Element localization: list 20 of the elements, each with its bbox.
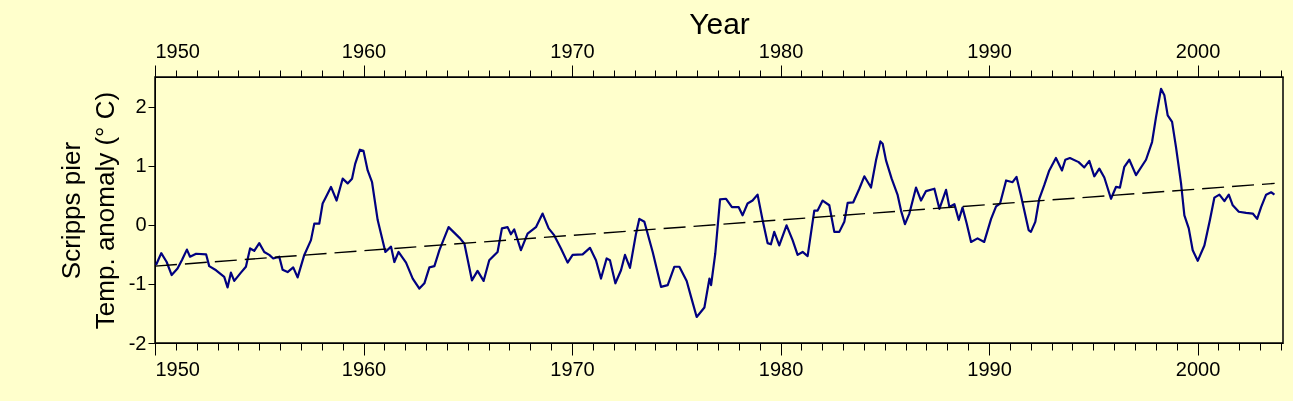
y-tick-label: 0: [135, 213, 147, 236]
x-tick-label: 1990: [967, 357, 1012, 380]
y-tick-label: 2: [135, 95, 147, 118]
x2-tick-label: 1960: [341, 39, 387, 62]
x2-axis-title: Year: [689, 6, 750, 40]
y-tick-label: -2: [128, 331, 147, 354]
y-tick-label: -1: [128, 272, 147, 295]
x2-tick-label: 1950: [155, 39, 200, 62]
line-series: [154, 87, 1276, 319]
x-tick-label: 1950: [155, 357, 200, 380]
x-tick-label: 1960: [341, 357, 387, 380]
x-tick-label: 1980: [758, 357, 804, 380]
x2-tick-label: 2000: [1175, 39, 1221, 62]
x2-tick-label: 1990: [967, 39, 1012, 62]
y-axis-title: Scripps pier Temp. anomaly (° C): [55, 91, 120, 330]
x-tick-label: 2000: [1175, 357, 1221, 380]
y-tick-label: 1: [135, 154, 147, 177]
x2-tick-label: 1980: [758, 39, 804, 62]
x2-tick-label: 1970: [550, 39, 595, 62]
x-tick-label: 1970: [550, 357, 595, 380]
